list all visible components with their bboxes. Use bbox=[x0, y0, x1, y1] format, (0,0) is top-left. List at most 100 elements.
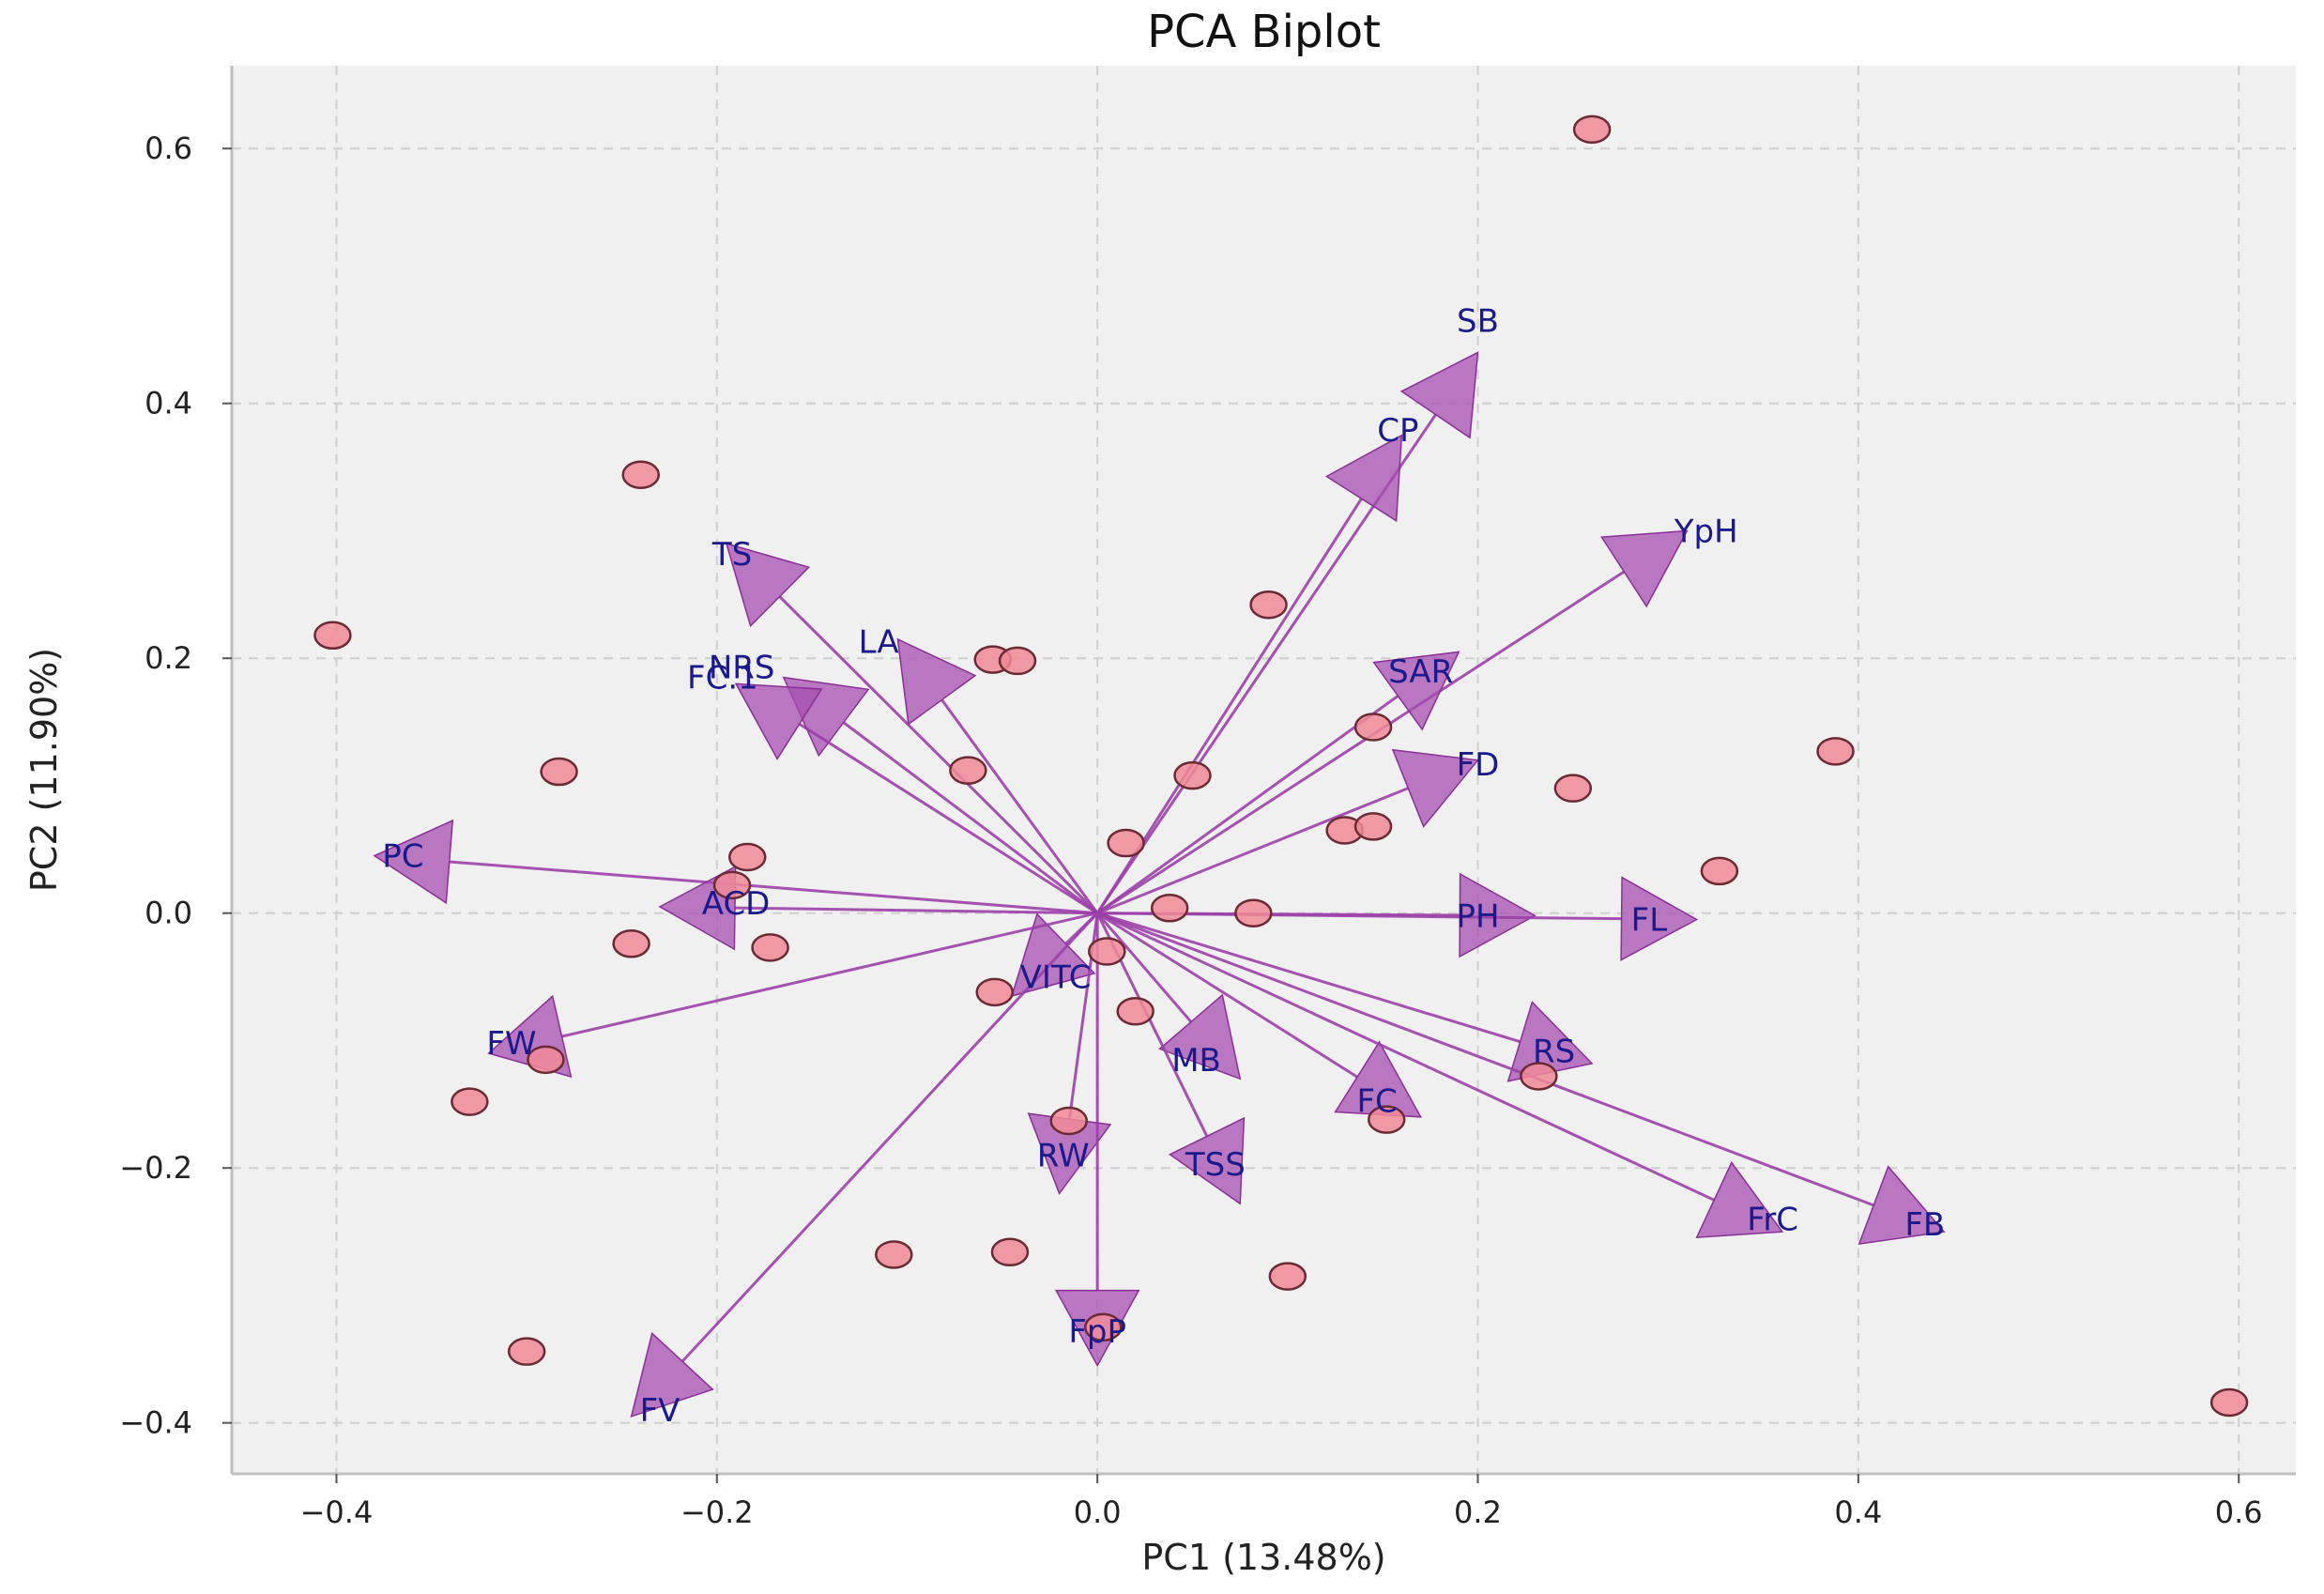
score-point-18 bbox=[1150, 894, 1189, 923]
loading-arrowhead-yph bbox=[1600, 529, 1689, 608]
x-tick-label: 0.0 bbox=[1074, 1494, 1122, 1530]
loading-arrowhead-vitc bbox=[1010, 912, 1096, 998]
variable-label: LA bbox=[859, 624, 899, 662]
loading-arrow-fw bbox=[561, 912, 1098, 1038]
variable-label: RS bbox=[1533, 1033, 1575, 1070]
variable-label: FrC bbox=[1747, 1202, 1798, 1239]
loading-arrow-nrs bbox=[842, 721, 1099, 914]
loading-arrowhead-fd bbox=[1391, 748, 1479, 828]
axes-spines bbox=[230, 66, 2296, 1476]
loading-arrow-la bbox=[940, 698, 1099, 914]
variable-label: PC bbox=[382, 838, 423, 876]
score-point-23 bbox=[975, 977, 1014, 1007]
variable-label: RW bbox=[1037, 1138, 1090, 1175]
loading-arrowhead-frc bbox=[1695, 1160, 1784, 1239]
score-point-2 bbox=[313, 621, 352, 651]
loading-arrowhead-ts bbox=[725, 542, 811, 628]
score-point-7 bbox=[949, 756, 987, 785]
score-point-14 bbox=[1353, 812, 1393, 841]
score-point-35 bbox=[2209, 1387, 2249, 1418]
loading-arrow-yph bbox=[1096, 570, 1626, 914]
score-point-10 bbox=[1553, 774, 1593, 803]
x-tick-label: 0.2 bbox=[1454, 1494, 1502, 1530]
score-point-11 bbox=[1816, 737, 1855, 766]
x-axis-label: PC1 (13.48%) bbox=[1141, 1537, 1385, 1578]
score-point-12 bbox=[1107, 828, 1145, 858]
score-point-6 bbox=[540, 757, 578, 787]
variable-label: FL bbox=[1631, 902, 1668, 940]
score-point-16 bbox=[727, 842, 767, 872]
loading-arrowhead-fl bbox=[1620, 876, 1699, 961]
x-tick-label: −0.2 bbox=[680, 1494, 754, 1530]
score-point-25 bbox=[527, 1045, 565, 1075]
score-point-24 bbox=[1116, 996, 1154, 1026]
y-axis-label: PC2 (11.90%) bbox=[23, 648, 65, 892]
score-point-31 bbox=[990, 1237, 1030, 1267]
score-point-9 bbox=[1353, 713, 1393, 742]
score-point-1 bbox=[621, 460, 660, 489]
variable-label: YpH bbox=[1674, 513, 1738, 550]
loading-arrow-frc bbox=[1096, 912, 1715, 1202]
variable-label: SAR bbox=[1388, 653, 1453, 691]
loading-arrows bbox=[373, 351, 1946, 1418]
loading-arrowhead-cp bbox=[1324, 434, 1403, 523]
score-point-34 bbox=[507, 1337, 546, 1366]
loading-arrowhead-la bbox=[896, 637, 977, 726]
variable-label: FpP bbox=[1068, 1313, 1126, 1351]
score-point-32 bbox=[1268, 1262, 1307, 1291]
y-tick-label: 0.4 bbox=[145, 386, 192, 421]
score-point-15 bbox=[1700, 856, 1739, 886]
loading-arrow-rs bbox=[1096, 912, 1521, 1044]
x-tick-label: −0.4 bbox=[300, 1494, 374, 1530]
chart-title: PCA Biplot bbox=[1147, 6, 1381, 58]
loading-arrowhead-sar bbox=[1372, 651, 1460, 731]
score-point-30 bbox=[875, 1240, 913, 1269]
x-tick-label: 0.6 bbox=[2215, 1494, 2263, 1530]
loading-arrowhead-mb bbox=[1158, 993, 1242, 1081]
loading-arrow-fc-1 bbox=[798, 722, 1098, 914]
score-point-26 bbox=[451, 1087, 489, 1116]
loading-arrow-fb bbox=[1096, 912, 1874, 1207]
score-point-28 bbox=[1367, 1105, 1406, 1134]
y-tick-label: 0.2 bbox=[145, 640, 192, 676]
score-point-27 bbox=[1520, 1062, 1558, 1091]
loading-arrowhead-fv bbox=[630, 1331, 714, 1418]
score-point-5 bbox=[998, 646, 1037, 676]
variable-label: VITC bbox=[1020, 959, 1092, 997]
variable-label: FC.1 bbox=[687, 660, 758, 697]
y-tick-label: −0.2 bbox=[119, 1150, 192, 1186]
score-point-17 bbox=[712, 870, 752, 900]
variable-label: NRS bbox=[709, 650, 775, 687]
loading-arrowhead-ph bbox=[1459, 872, 1537, 958]
variable-label: FC bbox=[1356, 1082, 1397, 1120]
score-point-33 bbox=[1083, 1312, 1123, 1342]
variable-label: FV bbox=[640, 1392, 680, 1430]
loading-arrowhead-pc bbox=[373, 819, 454, 905]
variable-label: TSS bbox=[1185, 1146, 1246, 1184]
variable-label: FB bbox=[1904, 1206, 1945, 1244]
score-points bbox=[313, 115, 2249, 1418]
loading-arrow-pc bbox=[449, 860, 1098, 915]
variable-label: TS bbox=[711, 536, 752, 574]
variable-label: ACD bbox=[702, 885, 771, 923]
variable-label: SB bbox=[1457, 302, 1499, 340]
loading-arrowhead-fc-1 bbox=[734, 682, 823, 760]
loading-arrowhead-fb bbox=[1858, 1165, 1946, 1246]
loading-arrow-fv bbox=[680, 912, 1099, 1363]
score-point-21 bbox=[751, 933, 789, 962]
score-point-8 bbox=[1173, 760, 1212, 790]
variable-label: PH bbox=[1456, 897, 1499, 935]
loading-arrow-fc bbox=[1096, 912, 1358, 1079]
loading-arrow-fd bbox=[1096, 787, 1409, 915]
x-tick-label: 0.4 bbox=[1834, 1494, 1882, 1530]
score-point-3 bbox=[1249, 590, 1288, 620]
y-tick-label: 0.6 bbox=[145, 130, 192, 166]
y-tick-label: −0.4 bbox=[119, 1405, 192, 1441]
score-point-19 bbox=[1234, 898, 1273, 927]
loading-arrow-mb bbox=[1096, 912, 1193, 1023]
variable-label: FW bbox=[486, 1025, 536, 1063]
y-tick-label: 0.0 bbox=[145, 896, 192, 931]
score-point-0 bbox=[1572, 115, 1612, 145]
score-point-29 bbox=[1049, 1106, 1089, 1136]
